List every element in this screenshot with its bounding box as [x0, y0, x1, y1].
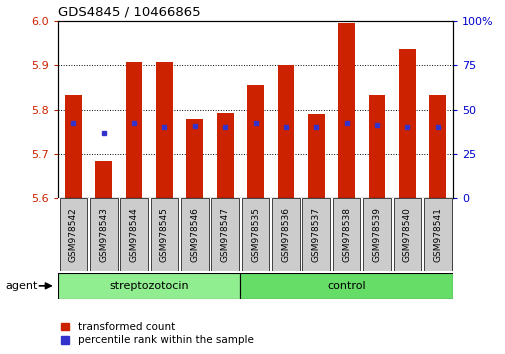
Bar [302, 198, 329, 271]
Bar [398, 49, 415, 198]
Text: GSM978542: GSM978542 [69, 207, 78, 262]
Bar [423, 198, 450, 271]
Text: streptozotocin: streptozotocin [109, 281, 189, 291]
Bar [65, 95, 82, 198]
Bar [120, 198, 147, 271]
Bar [272, 198, 299, 271]
Bar [58, 273, 240, 299]
Bar [126, 62, 142, 198]
Text: GSM978543: GSM978543 [99, 207, 108, 262]
Text: GSM978539: GSM978539 [372, 207, 381, 262]
Text: GSM978547: GSM978547 [220, 207, 229, 262]
Bar [368, 95, 385, 198]
Text: GSM978537: GSM978537 [311, 207, 320, 262]
Text: GSM978545: GSM978545 [160, 207, 169, 262]
Bar [241, 198, 269, 271]
Text: control: control [327, 281, 365, 291]
Legend: transformed count, percentile rank within the sample: transformed count, percentile rank withi… [61, 322, 253, 345]
Text: GSM978544: GSM978544 [129, 207, 138, 262]
Bar [240, 273, 452, 299]
Text: GSM978541: GSM978541 [432, 207, 441, 262]
Bar [60, 198, 87, 271]
Text: GSM978540: GSM978540 [402, 207, 411, 262]
Bar [90, 198, 117, 271]
Bar [211, 198, 238, 271]
Bar [156, 62, 173, 198]
Bar [217, 113, 233, 198]
Bar [363, 198, 390, 271]
Text: agent: agent [5, 281, 37, 291]
Text: GDS4845 / 10466865: GDS4845 / 10466865 [58, 6, 200, 19]
Text: GSM978546: GSM978546 [190, 207, 199, 262]
Bar [307, 114, 324, 198]
Bar [186, 120, 203, 198]
Text: GSM978535: GSM978535 [250, 207, 260, 262]
Bar [337, 23, 355, 198]
Text: GSM978536: GSM978536 [281, 207, 290, 262]
Bar [332, 198, 360, 271]
Bar [429, 95, 445, 198]
Bar [247, 85, 264, 198]
Bar [181, 198, 208, 271]
Bar [393, 198, 420, 271]
Text: GSM978538: GSM978538 [341, 207, 350, 262]
Bar [277, 65, 294, 198]
Bar [95, 161, 112, 198]
Bar [150, 198, 178, 271]
